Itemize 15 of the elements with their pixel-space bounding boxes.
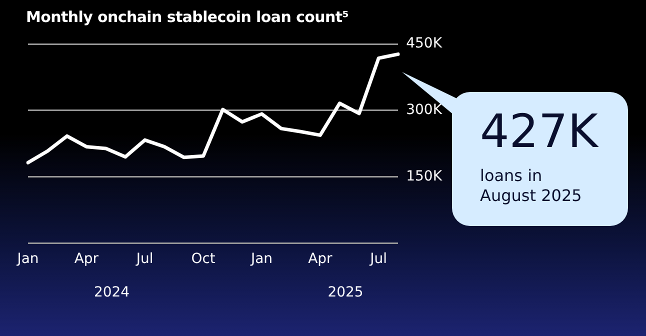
x-tick-label: Oct (191, 251, 216, 268)
text: 2024 (94, 284, 130, 301)
text: loans in August 2025 (480, 166, 582, 206)
x-tick-label: Jan (16, 251, 39, 268)
x-tick-label: Jul (135, 251, 154, 268)
x-tick-label: Jul (369, 251, 388, 268)
y-tick-label: 300K (406, 102, 443, 118)
text: 427K (480, 104, 598, 158)
y-tick-label: 150K (406, 168, 443, 184)
chart-title: Monthly onchain stablecoin loan count⁵ (26, 8, 348, 26)
x-tick-label: Apr (74, 251, 99, 268)
y-tick-label: 450K (406, 36, 443, 52)
x-tick-label: Apr (308, 251, 333, 268)
x-tick-label: Jan (250, 251, 273, 268)
text: 2025 (328, 284, 364, 301)
